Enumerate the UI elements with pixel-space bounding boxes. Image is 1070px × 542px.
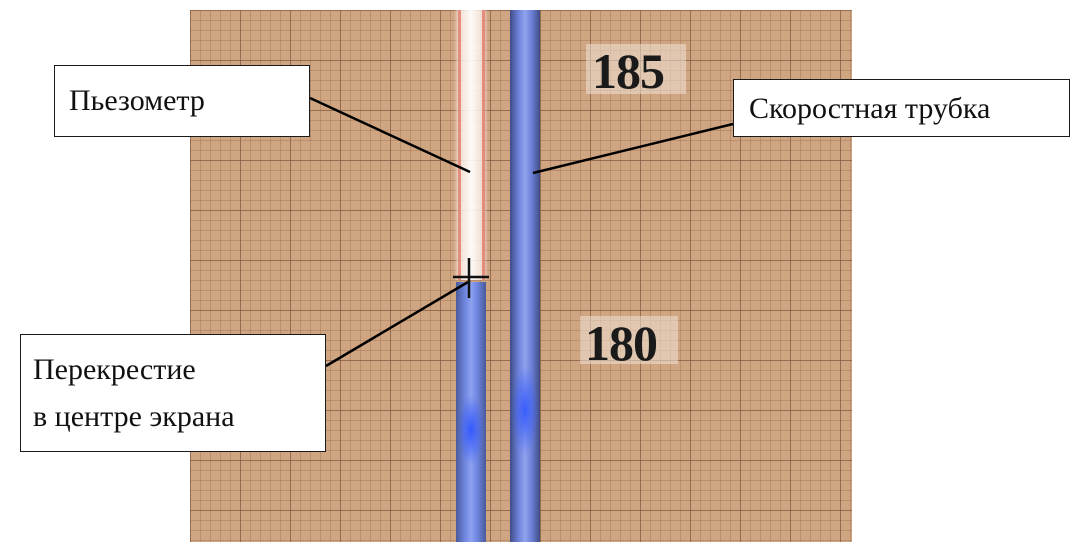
scale-mark-180-background <box>580 316 678 364</box>
pitot-tube-label-box: Скоростная трубка <box>733 79 1070 137</box>
piezometer-wall-right <box>482 10 485 280</box>
piezometer-label-box: Пьезометр <box>54 65 310 137</box>
crosshair-label-box: Перекрестие в центре экрана <box>20 334 326 452</box>
pitot-tube-water-column <box>510 10 540 542</box>
scale-mark-180: 180 <box>585 315 658 371</box>
pitot-tube-highlight <box>512 365 538 455</box>
piezometer-label: Пьезометр <box>69 84 205 117</box>
scale-mark-185-background <box>586 44 686 94</box>
pitot-tube-label: Скоростная трубка <box>749 92 991 125</box>
crosshair-label-line1: Перекрестие <box>33 353 196 386</box>
scale-mark-185: 185 <box>592 43 665 99</box>
crosshair-label-line2: в центре экрана <box>33 399 235 433</box>
piezometer-highlight <box>458 395 484 465</box>
piezometer-wall-left <box>458 10 461 280</box>
